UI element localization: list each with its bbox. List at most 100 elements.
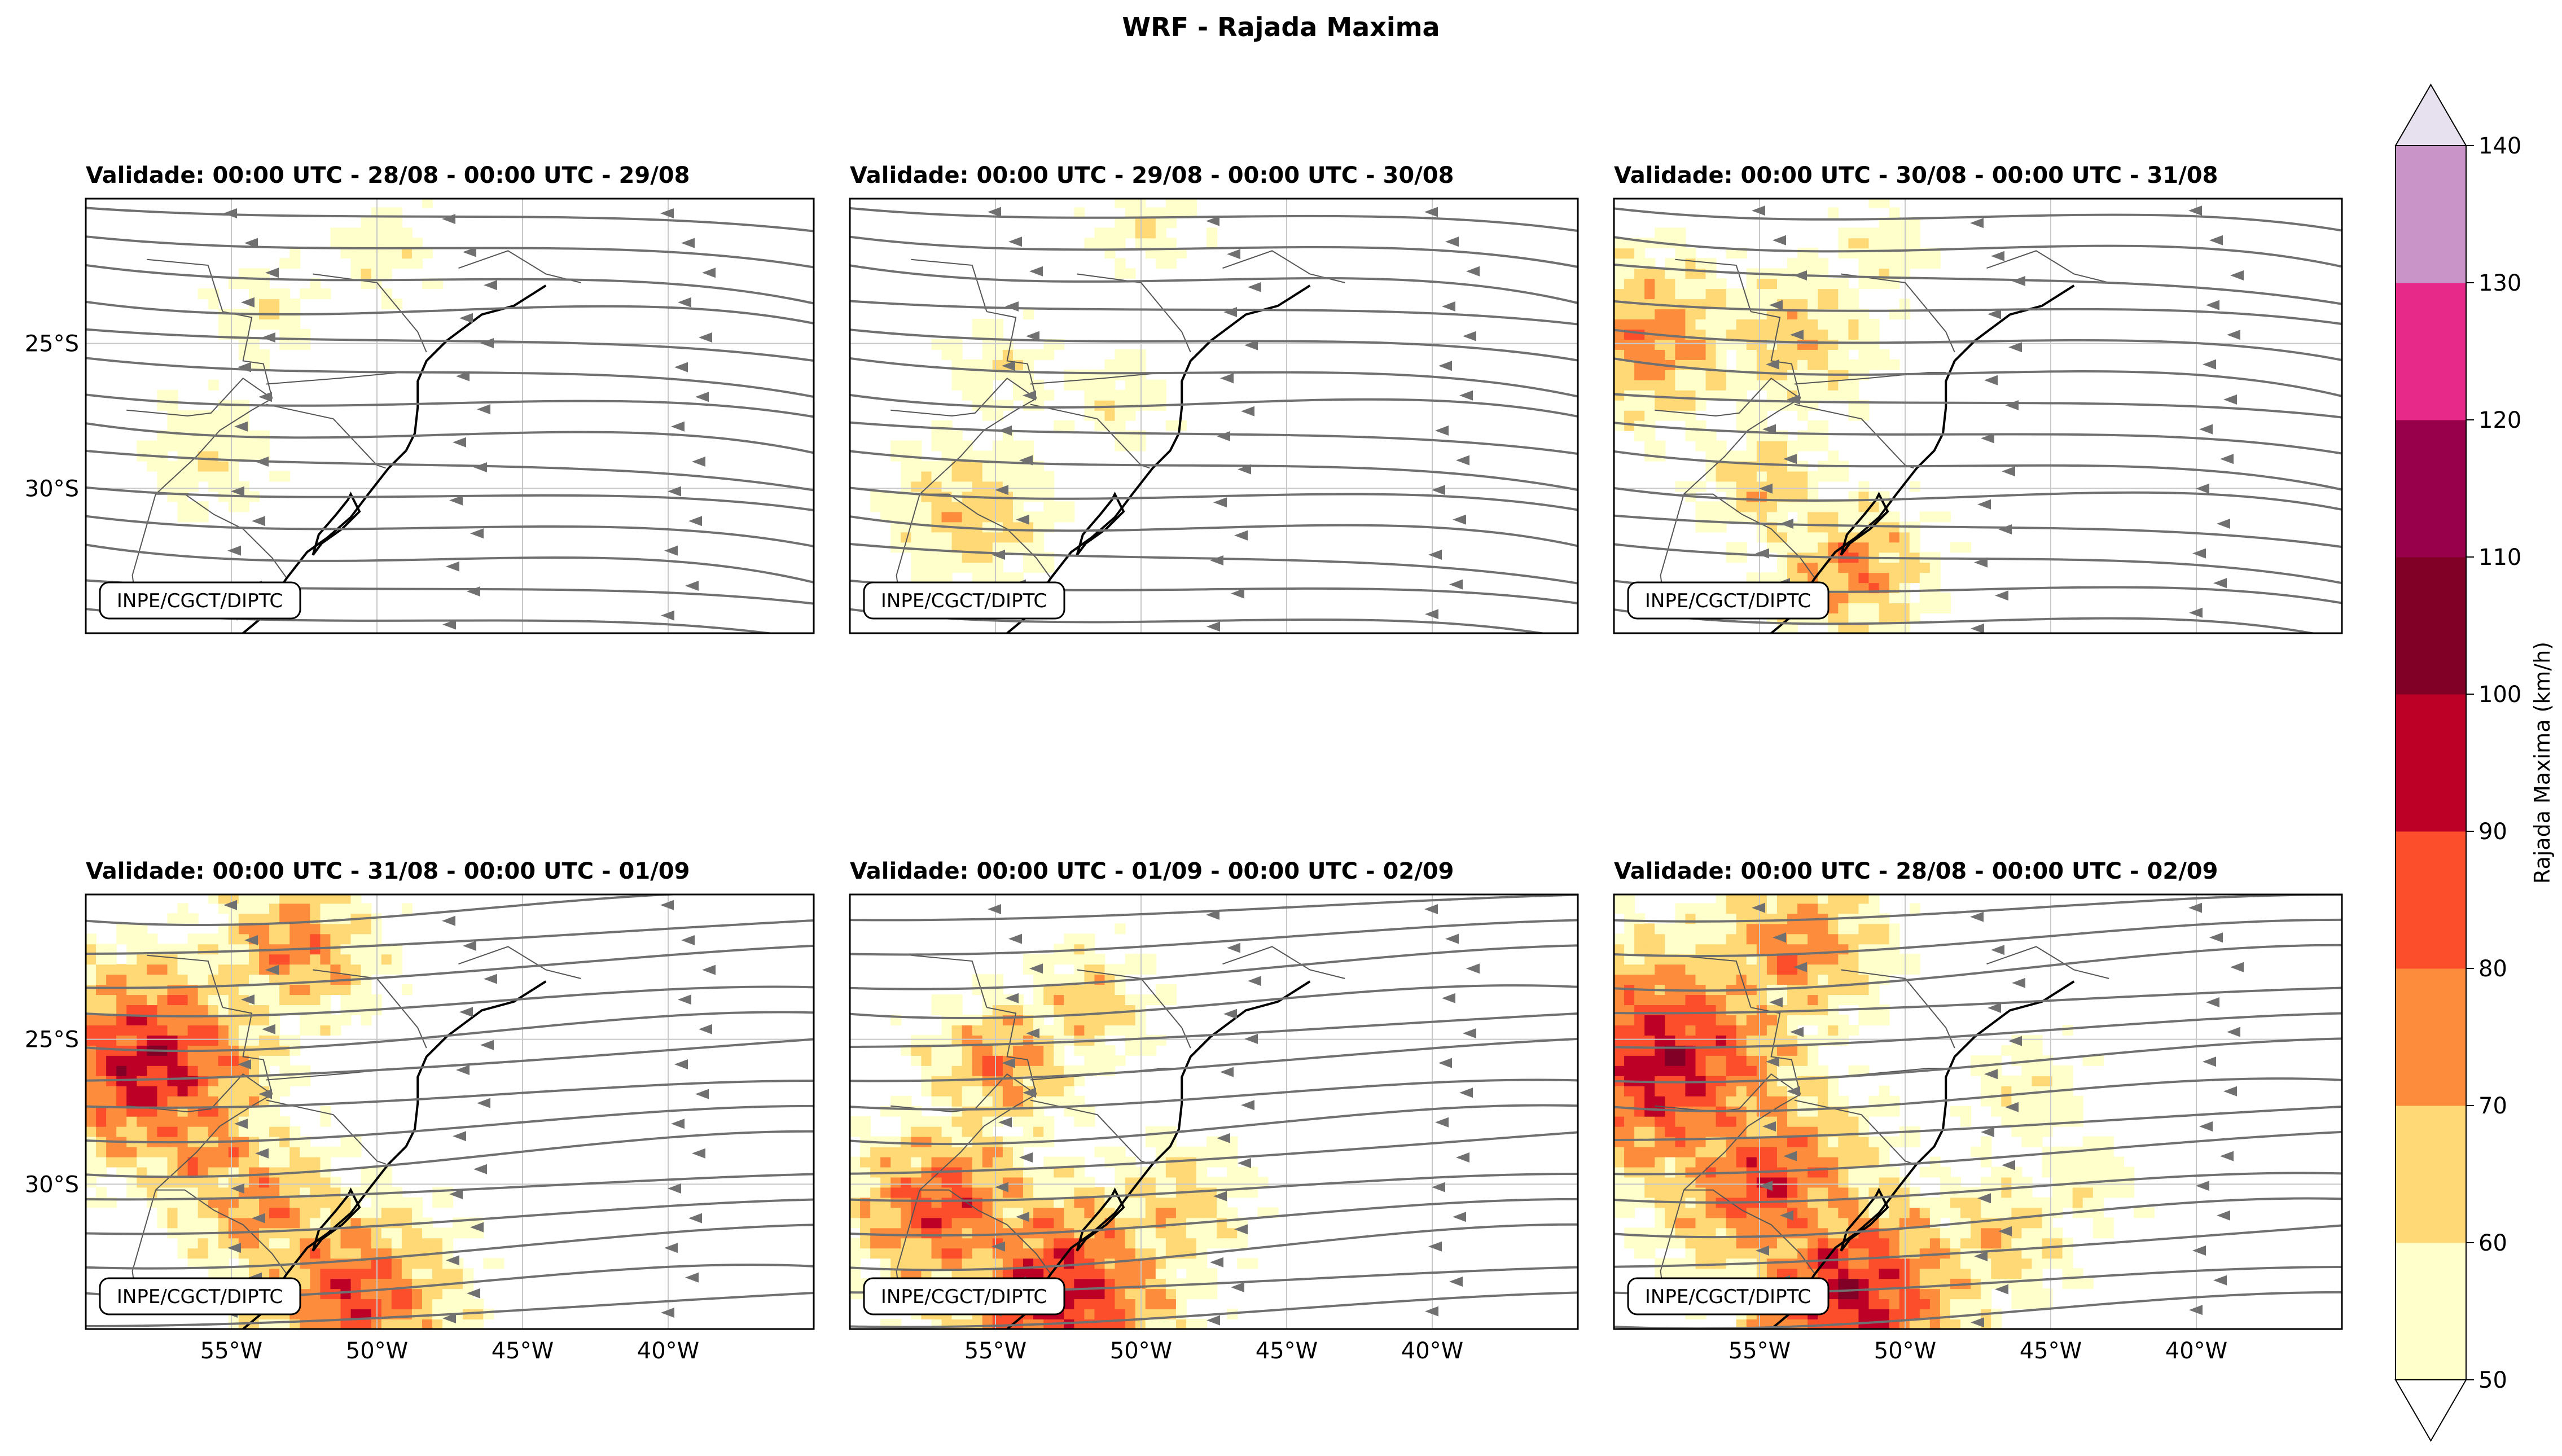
- gust-cell: [1064, 974, 1075, 985]
- gust-cell: [1655, 1025, 1666, 1036]
- streamline: [850, 919, 1578, 956]
- gust-cell: [1746, 1207, 1757, 1218]
- gust-cell: [1634, 1238, 1646, 1249]
- gust-cell: [1665, 339, 1676, 350]
- gust-cell: [1818, 894, 1829, 904]
- gust-cell: [911, 461, 922, 472]
- gust-cell: [1145, 217, 1156, 229]
- gust-cell: [1929, 562, 1941, 573]
- gust-cell: [1675, 379, 1686, 391]
- gust-cell: [1818, 933, 1829, 945]
- gust-cell: [238, 450, 249, 462]
- gust-cell: [1828, 339, 1839, 350]
- gust-cell: [1736, 1116, 1747, 1127]
- gust-cell: [218, 894, 229, 904]
- gust-cell: [1736, 319, 1747, 330]
- gust-cell: [1675, 974, 1686, 985]
- gust-cell: [1695, 369, 1706, 380]
- gust-cell: [1828, 532, 1839, 543]
- gust-cell: [1808, 389, 1819, 401]
- gust-cell: [982, 501, 993, 512]
- gust-cell: [361, 1015, 372, 1025]
- gust-cell: [1033, 994, 1045, 1006]
- gust-cell: [1818, 1217, 1829, 1229]
- gust-cell: [218, 1268, 229, 1279]
- gust-cell: [147, 933, 158, 945]
- gust-cell: [1665, 1034, 1676, 1046]
- gust-cell: [890, 1136, 902, 1147]
- gust-cell: [1644, 1085, 1656, 1097]
- gust-cell: [1705, 923, 1717, 935]
- gust-cell: [330, 1278, 341, 1290]
- gust-cell: [972, 1319, 983, 1329]
- gust-cell: [1125, 1005, 1136, 1016]
- gust-cell: [1929, 1166, 1941, 1178]
- gust-cell: [1858, 1106, 1870, 1117]
- gust-cell: [1879, 1288, 1890, 1300]
- gust-cell: [391, 1217, 402, 1229]
- gust-cell: [1054, 1034, 1065, 1046]
- gust-cell: [126, 1085, 138, 1097]
- gust-cell: [931, 440, 942, 451]
- gust-cell: [1797, 944, 1809, 955]
- gust-cell: [1818, 1025, 1829, 1036]
- gust-cell: [86, 1055, 97, 1066]
- gust-cell: [1909, 1197, 1920, 1208]
- gust-cell: [1726, 1238, 1737, 1249]
- gust-cell: [116, 1065, 128, 1076]
- gust-cell: [1094, 238, 1105, 249]
- streamline: [850, 1078, 1578, 1111]
- gust-cell: [890, 1146, 902, 1157]
- gust-cell: [167, 420, 178, 431]
- gust-cell: [1838, 1299, 1849, 1310]
- streamline: [850, 235, 1578, 269]
- gust-cell: [1644, 1025, 1656, 1036]
- gust-cell: [931, 994, 942, 1006]
- streamline-arrow: [265, 964, 279, 975]
- gust-cell: [1125, 199, 1136, 208]
- gust-cell: [1868, 1146, 1880, 1157]
- gust-cell: [921, 572, 932, 584]
- gust-cell: [1808, 248, 1819, 259]
- gust-cell: [1054, 1238, 1065, 1249]
- gust-cell: [137, 923, 148, 935]
- gust-cell: [300, 329, 311, 340]
- gust-cell: [1736, 1065, 1747, 1076]
- gust-cell: [208, 379, 219, 391]
- gust-cell: [1818, 1268, 1829, 1279]
- streamline-arrow: [1016, 514, 1029, 525]
- gust-cell: [279, 1217, 291, 1229]
- gust-cell: [1634, 913, 1646, 924]
- gust-cell: [411, 1207, 423, 1218]
- gust-cell: [1929, 511, 1941, 523]
- gust-cell: [198, 1116, 209, 1127]
- gust-cell: [1054, 1065, 1065, 1076]
- gust-cell: [248, 1238, 260, 1249]
- gust-cell: [1736, 1005, 1747, 1016]
- gust-cell: [1165, 1238, 1177, 1249]
- gust-cell: [1705, 1085, 1717, 1097]
- gust-cell: [177, 1248, 188, 1259]
- gust-cell: [1848, 379, 1859, 391]
- streamline-arrow: [1759, 483, 1773, 494]
- gust-cell: [1705, 299, 1717, 310]
- gust-cell: [1002, 400, 1014, 411]
- streamline-arrow: [1995, 590, 2008, 601]
- gust-cell: [422, 1299, 433, 1310]
- gust-cell: [1614, 1055, 1625, 1066]
- gust-cell: [1808, 329, 1819, 340]
- gust-cell: [1818, 329, 1829, 340]
- gust-cell: [1848, 1166, 1859, 1178]
- gust-cell: [1665, 1217, 1676, 1229]
- gust-cell: [972, 562, 983, 573]
- gust-cell: [1848, 339, 1859, 350]
- gust-cell: [1186, 1197, 1197, 1208]
- streamline-arrow: [2005, 400, 2019, 410]
- gust-cell: [1644, 268, 1656, 279]
- gust-cell: [1797, 1187, 1809, 1198]
- gust-cell: [1808, 511, 1819, 523]
- gust-cell: [228, 278, 239, 290]
- gust-cell: [941, 511, 953, 523]
- gust-cell: [228, 1025, 239, 1036]
- streamline-arrow: [234, 421, 248, 432]
